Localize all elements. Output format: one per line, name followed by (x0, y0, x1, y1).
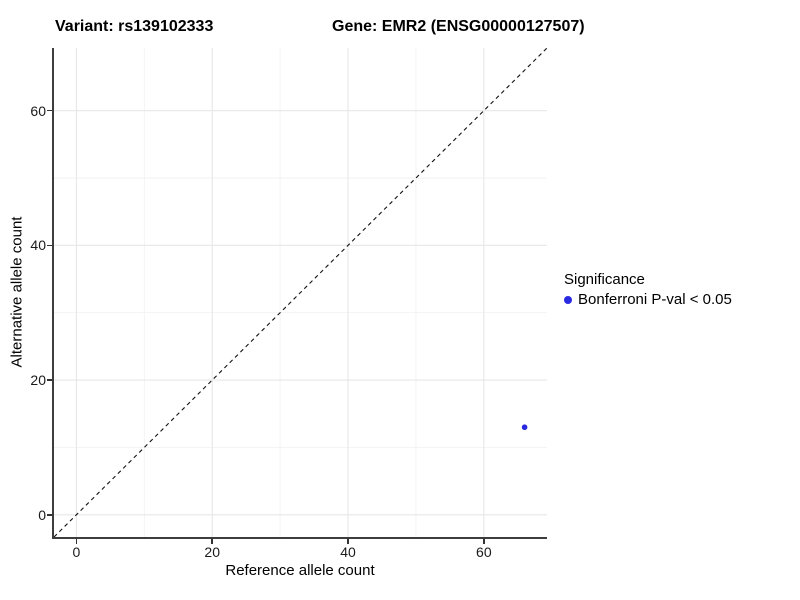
y-tick-mark (47, 244, 52, 247)
plot-title-gene: Gene: EMR2 (ENSG00000127507) (332, 18, 585, 35)
chart-svg (54, 48, 547, 537)
y-tick-mark (47, 379, 52, 381)
data-point (521, 424, 528, 431)
y-tick-mark (47, 109, 52, 112)
y-tick-label: 20 (30, 372, 46, 389)
x-tick-label: 0 (72, 544, 81, 560)
legend-item: Bonferroni P-val < 0.05 (564, 291, 732, 308)
y-tick-mark (47, 514, 52, 516)
x-tick-mark (211, 539, 213, 544)
plot-panel (52, 48, 547, 539)
x-axis-title: Reference allele count (225, 562, 375, 579)
y-axis-title: Alternative allele count (8, 216, 26, 368)
y-tick-label: 0 (38, 506, 46, 523)
identity-dashed-line (54, 48, 547, 537)
x-tick-mark (483, 539, 485, 544)
legend-point-icon (564, 295, 572, 304)
x-tick-label: 60 (476, 544, 492, 560)
legend: Significance Bonferroni P-val < 0.05 (564, 271, 732, 308)
y-tick-label: 40 (30, 237, 46, 254)
x-tick-mark (347, 539, 349, 544)
legend-title: Significance (564, 271, 645, 288)
x-tick-label: 20 (204, 544, 221, 560)
x-tick-label: 40 (340, 544, 356, 560)
plot-title-variant: Variant: rs139102333 (55, 18, 214, 35)
y-tick-label: 60 (30, 102, 46, 119)
legend-item-label: Bonferroni P-val < 0.05 (578, 291, 732, 308)
x-tick-mark (75, 539, 78, 544)
